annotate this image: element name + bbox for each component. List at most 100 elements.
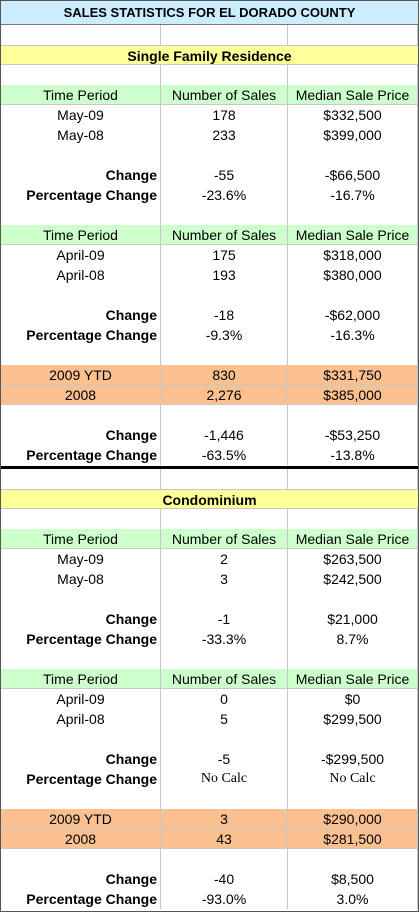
undefined <box>161 509 288 529</box>
undefined <box>161 65 288 85</box>
column-header: Number of Sales <box>161 85 288 105</box>
undefined <box>1 285 161 305</box>
undefined <box>288 65 418 85</box>
column-header: Number of Sales <box>161 225 288 245</box>
undefined <box>161 789 288 809</box>
period-row: May-09 <box>1 549 161 569</box>
column-header: Time Period <box>1 85 161 105</box>
section-separator <box>1 466 418 469</box>
column-header: Median Sale Price <box>288 529 418 549</box>
period-row: 3 <box>161 809 288 829</box>
undefined <box>1 469 161 489</box>
percentage-change-row: -13.8% <box>288 445 418 465</box>
undefined <box>161 649 288 669</box>
change-row: Change <box>1 749 161 769</box>
undefined <box>161 849 288 869</box>
percentage-change-row: No Calc <box>288 769 418 789</box>
percentage-change-row: Percentage Change <box>1 769 161 789</box>
period-row: $331,750 <box>288 365 418 385</box>
period-row: 2 <box>161 549 288 569</box>
period-row: 2008 <box>1 385 161 405</box>
change-row: $8,500 <box>288 869 418 889</box>
period-row: $380,000 <box>288 265 418 285</box>
change-row: $21,000 <box>288 609 418 629</box>
percentage-change-row: Percentage Change <box>1 325 161 345</box>
undefined <box>288 849 418 869</box>
change-row: Change <box>1 165 161 185</box>
column-header: Time Period <box>1 669 161 689</box>
undefined <box>161 285 288 305</box>
undefined <box>161 589 288 609</box>
percentage-change-row: Percentage Change <box>1 445 161 465</box>
period-row: 178 <box>161 105 288 125</box>
undefined <box>161 345 288 365</box>
column-header: Median Sale Price <box>288 225 418 245</box>
change-row: Change <box>1 609 161 629</box>
undefined <box>161 729 288 749</box>
period-row: $318,000 <box>288 245 418 265</box>
period-row: May-09 <box>1 105 161 125</box>
undefined <box>161 469 288 489</box>
column-header: Number of Sales <box>161 669 288 689</box>
period-row: $332,500 <box>288 105 418 125</box>
change-row: -$66,500 <box>288 165 418 185</box>
period-row: April-08 <box>1 709 161 729</box>
undefined <box>288 469 418 489</box>
change-row: -1 <box>161 609 288 629</box>
column-header: Median Sale Price <box>288 85 418 105</box>
undefined <box>1 65 161 85</box>
period-row: 43 <box>161 829 288 849</box>
percentage-change-row: -63.5% <box>161 445 288 465</box>
undefined <box>1 405 161 425</box>
period-row: May-08 <box>1 125 161 145</box>
change-row: -$62,000 <box>288 305 418 325</box>
period-row: $299,500 <box>288 709 418 729</box>
sheet-title: SALES STATISTICS FOR EL DORADO COUNTY <box>1 1 418 25</box>
period-row: 175 <box>161 245 288 265</box>
percentage-change-row: -16.3% <box>288 325 418 345</box>
column-header: Time Period <box>1 529 161 549</box>
period-row: 2,276 <box>161 385 288 405</box>
undefined <box>161 205 288 225</box>
period-row: $290,000 <box>288 809 418 829</box>
change-row: Change <box>1 305 161 325</box>
section-heading: Single Family Residence <box>1 45 418 65</box>
change-row: -55 <box>161 165 288 185</box>
undefined <box>1 25 161 45</box>
undefined <box>288 509 418 529</box>
period-row: 2008 <box>1 829 161 849</box>
period-row: 193 <box>161 265 288 285</box>
period-row: 233 <box>161 125 288 145</box>
period-row: $263,500 <box>288 549 418 569</box>
period-row: $281,500 <box>288 829 418 849</box>
undefined <box>161 145 288 165</box>
percentage-change-row: Percentage Change <box>1 629 161 649</box>
period-row: 3 <box>161 569 288 589</box>
period-row: 830 <box>161 365 288 385</box>
undefined <box>1 145 161 165</box>
period-row: April-09 <box>1 689 161 709</box>
percentage-change-row: -23.6% <box>161 185 288 205</box>
period-row: 2009 YTD <box>1 365 161 385</box>
period-row: May-08 <box>1 569 161 589</box>
section-heading: Condominium <box>1 489 418 509</box>
undefined <box>288 589 418 609</box>
period-row: 2009 YTD <box>1 809 161 829</box>
undefined <box>1 649 161 669</box>
percentage-change-row: -16.7% <box>288 185 418 205</box>
undefined <box>288 205 418 225</box>
change-row: Change <box>1 425 161 445</box>
period-row: April-09 <box>1 245 161 265</box>
undefined <box>288 729 418 749</box>
period-row: $242,500 <box>288 569 418 589</box>
change-row: -5 <box>161 749 288 769</box>
percentage-change-row: 8.7% <box>288 629 418 649</box>
percentage-change-row: Percentage Change <box>1 889 161 909</box>
period-row: $385,000 <box>288 385 418 405</box>
undefined <box>288 345 418 365</box>
period-row: $399,000 <box>288 125 418 145</box>
change-row: -$299,500 <box>288 749 418 769</box>
column-header: Number of Sales <box>161 529 288 549</box>
undefined <box>1 509 161 529</box>
column-header: Time Period <box>1 225 161 245</box>
